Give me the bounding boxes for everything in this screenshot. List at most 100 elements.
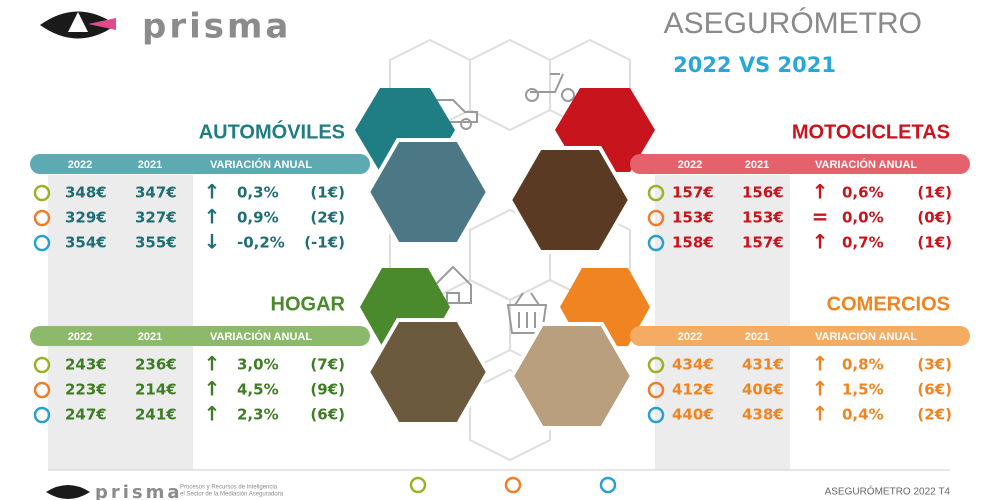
column-header: 2022 — [678, 159, 702, 171]
value-2021: 347€ — [135, 184, 177, 202]
value-2022: 153€ — [672, 209, 714, 227]
trend: ↓ — [204, 230, 221, 254]
row-dot — [33, 381, 51, 399]
pct-change: 3,0% — [237, 356, 279, 374]
row-dot — [647, 406, 665, 424]
pct-change: 1,5% — [842, 381, 884, 399]
trend: ↑ — [812, 402, 829, 426]
pct-change: 0,3% — [237, 184, 279, 202]
column-header: 2021 — [745, 331, 769, 343]
trend: ↑ — [204, 352, 221, 376]
value-2021: 157€ — [742, 234, 784, 252]
value-2021: 355€ — [135, 234, 177, 252]
title: ASEGURÓMETRO — [664, 7, 922, 40]
pct-change: 2,3% — [237, 406, 279, 424]
value-2022: 158€ — [672, 234, 714, 252]
value-2021: 241€ — [135, 406, 177, 424]
pct-change: 0,0% — [842, 209, 884, 227]
trend: ↑ — [812, 230, 829, 254]
footer-tagline: el Sector de la Mediación Aseguradora — [180, 492, 284, 498]
abs-change: (2€) — [917, 406, 952, 424]
logo — [40, 11, 116, 39]
row-dot — [647, 184, 665, 202]
row-dot — [33, 234, 51, 252]
trend: ↑ — [812, 180, 829, 204]
value-2022: 243€ — [65, 356, 107, 374]
value-2022: 247€ — [65, 406, 107, 424]
section-title: HOGAR — [271, 293, 346, 315]
row-dot — [647, 234, 665, 252]
abs-change: (6€) — [917, 381, 952, 399]
column-header: VARIACIÓN ANUAL — [210, 158, 312, 171]
trend: ↑ — [204, 402, 221, 426]
trend: ↑ — [204, 205, 221, 229]
header-band — [630, 154, 970, 174]
value-2022: 348€ — [65, 184, 107, 202]
trend: ↑ — [812, 352, 829, 376]
value-2022: 434€ — [672, 356, 714, 374]
value-2022: 223€ — [65, 381, 107, 399]
value-2021: 153€ — [742, 209, 784, 227]
brand: prisma — [142, 7, 291, 47]
pct-change: 0,7% — [842, 234, 884, 252]
row-dot — [33, 209, 51, 227]
trend: ↑ — [204, 377, 221, 401]
value-2021: 156€ — [742, 184, 784, 202]
column-header: VARIACIÓN ANUAL — [210, 330, 312, 343]
abs-change: (2€) — [310, 209, 345, 227]
section-title: COMERCIOS — [827, 293, 950, 315]
photo-car — [365, 138, 491, 246]
abs-change: (1€) — [310, 184, 345, 202]
footer-edition: ASEGURÓMETRO 2022 T4 — [825, 485, 951, 498]
photo-shop — [509, 322, 635, 430]
section-title: MOTOCICLETAS — [792, 121, 950, 143]
column-header: VARIACIÓN ANUAL — [815, 158, 917, 171]
row-dot — [33, 184, 51, 202]
row-dot — [33, 406, 51, 424]
value-2021: 406€ — [742, 381, 784, 399]
column-header: 2021 — [745, 159, 769, 171]
header-band — [30, 326, 370, 346]
photo-house — [365, 318, 491, 426]
footer-tagline: Procesos y Recursos de Inteligencia — [180, 485, 278, 491]
legend-dot — [599, 476, 617, 494]
value-2021: 236€ — [135, 356, 177, 374]
abs-change: (0€) — [917, 209, 952, 227]
column-header: 2021 — [138, 159, 162, 171]
pct-change: 0,6% — [842, 184, 884, 202]
legend-dot — [504, 476, 522, 494]
value-2021: 438€ — [742, 406, 784, 424]
value-2022: 329€ — [65, 209, 107, 227]
row-dot — [647, 381, 665, 399]
abs-change: (1€) — [917, 234, 952, 252]
value-2021: 431€ — [742, 356, 784, 374]
trend: ↑ — [204, 180, 221, 204]
row-dot — [647, 209, 665, 227]
column-header: 2021 — [138, 331, 162, 343]
value-2022: 354€ — [65, 234, 107, 252]
header-band — [630, 326, 970, 346]
footer-brand: prisma — [95, 482, 183, 500]
abs-change: (9€) — [310, 381, 345, 399]
footer-logo — [46, 485, 90, 499]
pct-change: 0,9% — [237, 209, 279, 227]
value-2022: 157€ — [672, 184, 714, 202]
abs-change: (1€) — [917, 184, 952, 202]
bg-column — [655, 175, 790, 470]
row-dot — [33, 356, 51, 374]
section-title: AUTOMÓVILES — [199, 119, 345, 143]
value-2021: 327€ — [135, 209, 177, 227]
column-header: VARIACIÓN ANUAL — [815, 330, 917, 343]
pct-change: -0,2% — [237, 234, 285, 252]
column-header: 2022 — [678, 331, 702, 343]
pct-change: 0,4% — [842, 406, 884, 424]
pct-change: 4,5% — [237, 381, 279, 399]
value-2022: 412€ — [672, 381, 714, 399]
bg-column — [48, 175, 193, 470]
legend-dot — [409, 476, 427, 494]
photo-moto — [507, 146, 633, 254]
abs-change: (-1€) — [304, 234, 345, 252]
pct-change: 0,8% — [842, 356, 884, 374]
